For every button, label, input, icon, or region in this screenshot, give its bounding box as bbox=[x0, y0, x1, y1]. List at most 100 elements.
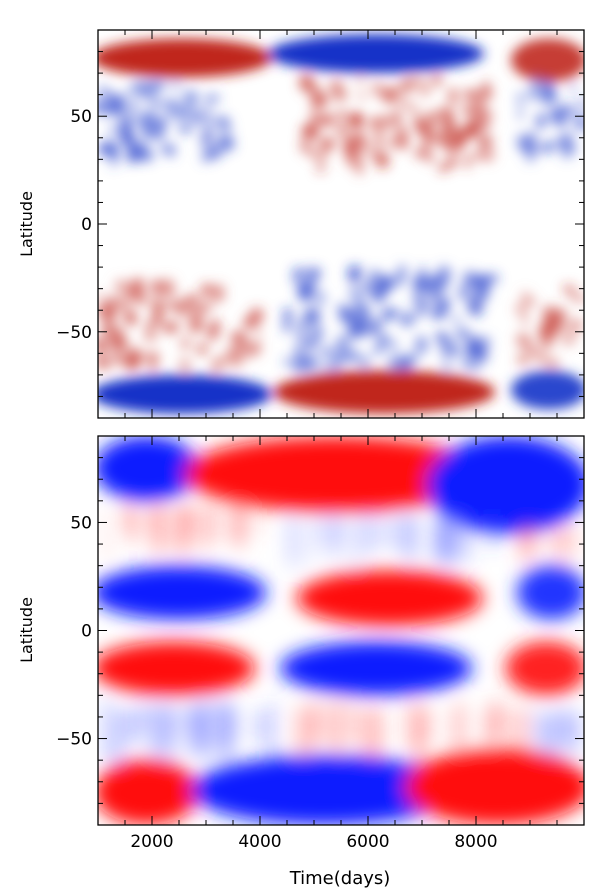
heatmap-blob bbox=[183, 89, 199, 108]
heatmap-blob bbox=[436, 279, 448, 292]
heatmap-blob bbox=[550, 360, 557, 368]
heatmap-blob bbox=[516, 91, 525, 107]
heatmap-blob bbox=[442, 138, 451, 150]
heatmap-blob bbox=[340, 307, 347, 324]
heatmap-blob bbox=[157, 115, 166, 129]
heatmap-blob bbox=[420, 85, 427, 93]
heatmap-blob bbox=[372, 82, 383, 97]
heatmap-blob bbox=[478, 148, 495, 162]
heatmap-blob bbox=[230, 331, 247, 343]
heatmap-streak bbox=[401, 520, 407, 554]
heatmap-streak bbox=[203, 503, 209, 552]
heatmap-blob bbox=[101, 100, 115, 116]
heatmap-streak bbox=[217, 700, 225, 749]
heatmap-blob bbox=[362, 314, 370, 329]
heatmap-blob bbox=[333, 91, 343, 100]
heatmap-blob bbox=[515, 304, 526, 314]
heatmap-blob bbox=[191, 317, 204, 326]
heatmap-blob bbox=[472, 98, 486, 116]
heatmap-blob bbox=[516, 107, 524, 121]
heatmap-region bbox=[190, 755, 459, 825]
heatmap-blob bbox=[282, 318, 292, 333]
heatmap-blob bbox=[114, 279, 128, 293]
heatmap-blob bbox=[315, 289, 326, 307]
heatmap-blob bbox=[398, 124, 409, 141]
heatmap-blob bbox=[179, 357, 191, 373]
heatmap-blob bbox=[160, 144, 176, 154]
heatmap-blob bbox=[337, 124, 347, 136]
heatmap-blob bbox=[521, 340, 529, 349]
heatmap-blob bbox=[162, 321, 178, 334]
heatmap-blob bbox=[175, 105, 191, 122]
heatmap-blob bbox=[254, 328, 262, 337]
heatmap-streak bbox=[558, 526, 566, 549]
heatmap-blob bbox=[185, 294, 199, 305]
heatmap-blob bbox=[395, 135, 410, 150]
heatmap-blob bbox=[399, 359, 408, 373]
heatmap-streak bbox=[340, 515, 345, 544]
heatmap-blob bbox=[404, 78, 413, 93]
heatmap-blob bbox=[174, 299, 190, 316]
heatmap-blob bbox=[291, 356, 307, 373]
heatmap-blob bbox=[191, 108, 202, 125]
heatmap-streak bbox=[170, 702, 176, 740]
heatmap-streak bbox=[439, 512, 448, 555]
heatmap-streak bbox=[195, 710, 202, 757]
heatmap-blob bbox=[412, 295, 424, 306]
heatmap-blob bbox=[336, 335, 350, 349]
heatmap-streak bbox=[223, 708, 231, 763]
heatmap-streak bbox=[101, 700, 110, 761]
heatmap-blob bbox=[251, 343, 263, 351]
heatmap-streak bbox=[287, 515, 295, 558]
heatmap-blob bbox=[137, 88, 150, 97]
heatmap-streak bbox=[576, 529, 581, 569]
heatmap-streak bbox=[571, 525, 577, 551]
heatmap-blob bbox=[374, 131, 384, 149]
heatmap-blob bbox=[382, 113, 393, 131]
heatmap-streak bbox=[380, 514, 388, 548]
heatmap-blob bbox=[420, 278, 437, 295]
heatmap-streak bbox=[327, 515, 331, 557]
x-tick-label: 6000 bbox=[346, 832, 389, 852]
heatmap-blob bbox=[461, 105, 476, 116]
bottom-ticks: 2000 4000 6000 8000 50 0 −50 bbox=[56, 436, 585, 852]
heatmap-blob bbox=[441, 346, 449, 358]
heatmap-blob bbox=[439, 297, 451, 312]
heatmap-blob bbox=[355, 159, 364, 176]
heatmap-region bbox=[426, 436, 584, 534]
y-tick-label: 0 bbox=[81, 215, 92, 235]
heatmap-blob bbox=[338, 345, 349, 363]
heatmap-blob bbox=[199, 137, 207, 149]
heatmap-streak bbox=[325, 700, 331, 746]
heatmap-streak bbox=[562, 527, 569, 563]
heatmap-blob bbox=[204, 104, 212, 121]
heatmap-blob bbox=[572, 294, 584, 303]
heatmap-blob bbox=[303, 124, 318, 138]
heatmap-streak bbox=[297, 704, 303, 768]
heatmap-blob bbox=[144, 351, 160, 362]
heatmap-blob bbox=[541, 326, 549, 335]
y-tick-label: −50 bbox=[56, 730, 92, 750]
heatmap-blob bbox=[206, 143, 216, 160]
heatmap-blob bbox=[362, 283, 369, 293]
heatmap-blob bbox=[539, 141, 556, 153]
heatmap-blob bbox=[377, 274, 393, 293]
heatmap-blob bbox=[201, 283, 213, 297]
heatmap-blob bbox=[131, 100, 139, 111]
heatmap-blob bbox=[323, 347, 337, 354]
heatmap-blob bbox=[298, 268, 309, 277]
heatmap-streak bbox=[171, 507, 175, 552]
heatmap-region bbox=[404, 749, 584, 825]
heatmap-blob bbox=[349, 274, 359, 285]
heatmap-blob bbox=[381, 308, 396, 321]
heatmap-blob bbox=[135, 141, 149, 158]
heatmap-blob bbox=[127, 135, 135, 143]
heatmap-blob bbox=[111, 339, 128, 351]
top-heatmap-panel: 50 0 −50 Latitude bbox=[17, 29, 585, 419]
heatmap-streak bbox=[228, 503, 232, 545]
bottom-heatmap-cells bbox=[98, 436, 584, 825]
heatmap-streak bbox=[561, 710, 568, 744]
heatmap-blob bbox=[361, 141, 371, 150]
heatmap-blob bbox=[211, 358, 221, 373]
heatmap-streak bbox=[230, 708, 238, 741]
